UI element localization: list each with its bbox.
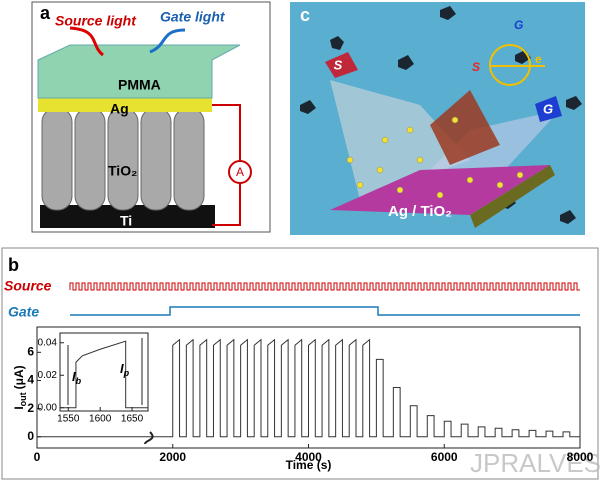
y-tick-label: 4 (27, 373, 34, 387)
substrate-side (470, 165, 555, 228)
y-axis-label-part: out (18, 392, 28, 406)
y-tick-label: 0.04 (38, 337, 58, 348)
nanoparticles (346, 116, 524, 199)
y-axis-label: Iout (μA) (12, 365, 28, 409)
source-label: Source (4, 278, 52, 294)
substrate-top (330, 165, 550, 215)
plot-frame (59, 332, 149, 412)
y-tick-label: 0.02 (38, 370, 58, 381)
y-tick-label: 2 (27, 401, 34, 415)
data-line (37, 338, 580, 438)
ti-label: Ti (120, 213, 132, 229)
watermark: JPRALVES.NET (470, 448, 600, 478)
annotation-part: b (76, 376, 82, 386)
s-label: S (334, 57, 343, 72)
x-axis-label: Time (s) (286, 458, 332, 472)
g-label: G (543, 101, 553, 116)
ammeter (228, 160, 252, 184)
x-tick-label: 1550 (57, 414, 80, 425)
gate-label: Gate (8, 304, 39, 320)
ammeter-label: A (236, 165, 244, 179)
x-tick-label: 1650 (121, 414, 144, 425)
x-tick-label: 4000 (295, 450, 322, 464)
s-small-label: S (472, 60, 480, 74)
annotation: Ip (120, 361, 130, 378)
annotation-part: I (72, 369, 76, 384)
y-axis-label-part: I (12, 406, 26, 409)
gate-trace (70, 306, 580, 316)
x-tick-label: 1600 (89, 414, 112, 425)
substrate-label: Ag / TiO₂ (388, 203, 452, 220)
x-tick-label: 2000 (159, 450, 186, 464)
y-tick-label: 0 (27, 429, 34, 443)
pmma-layer (37, 44, 241, 99)
ti-base (40, 205, 215, 228)
s-source (325, 52, 358, 78)
source-arrow (69, 26, 105, 57)
panel-c: c S G S G e Ag / TiO₂ (290, 2, 585, 235)
ag-label: Ag (110, 101, 129, 117)
annotation-part: I (120, 361, 124, 376)
y-tick-label: 6 (27, 344, 34, 358)
source-light-label: Source light (55, 13, 137, 29)
tio2-label: TiO₂ (108, 163, 137, 179)
nanotubes (41, 107, 205, 211)
y-axis-label-part: (μA) (12, 365, 26, 389)
ag-layer (38, 98, 212, 112)
x-tick-label: 6000 (431, 450, 458, 464)
annotation-part: p (123, 368, 130, 378)
gate-light-label: Gate light (160, 9, 226, 25)
pointer-arrow (144, 431, 154, 445)
g-source (535, 96, 562, 122)
panel-label: c (300, 5, 310, 25)
data-line (60, 340, 148, 409)
x-tick-label: 0 (34, 450, 41, 464)
panel-label: a (40, 3, 51, 23)
junction (430, 90, 500, 165)
panel-label: b (8, 255, 19, 275)
electron-label: e (535, 52, 542, 66)
source-trace (69, 282, 580, 291)
g-small-label: G (514, 18, 523, 32)
panel-frame (1, 247, 599, 480)
y-tick-label: 0.00 (38, 402, 58, 413)
panel-a: a Source light Gate light PMMA Ag TiO₂ T… (31, 1, 271, 233)
x-tick-label: 8000 (567, 450, 594, 464)
pmma-label: PMMA (118, 77, 161, 93)
gate-arrow (149, 28, 186, 54)
annotation: Ib (72, 369, 82, 386)
